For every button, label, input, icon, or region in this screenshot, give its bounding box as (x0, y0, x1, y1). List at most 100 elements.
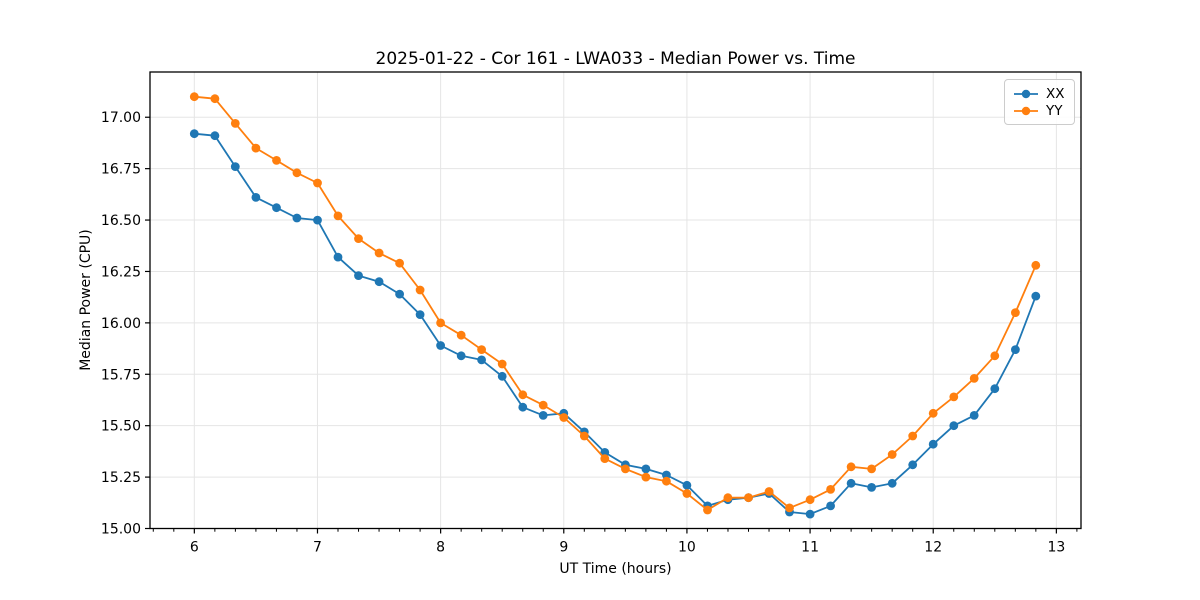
y-tick-label: 16.00 (101, 316, 141, 332)
series-yy-point (785, 503, 794, 513)
series-xx-point (251, 193, 261, 202)
series-xx-point (846, 478, 856, 488)
legend-item-xx: XX (1013, 85, 1065, 102)
series-xx-point (928, 439, 938, 449)
series-xx-point (867, 483, 876, 492)
series-yy-point (374, 248, 384, 258)
series-yy-point (456, 330, 466, 340)
series-yy-point (949, 392, 959, 402)
x-axis-label: UT Time (hours) (559, 561, 672, 577)
x-tick-label: 9 (559, 540, 568, 556)
series-xx-point (908, 460, 918, 470)
legend: XX YY (1004, 79, 1075, 125)
series-xx-point (354, 271, 363, 280)
y-tick-label: 15.00 (101, 522, 141, 538)
legend-line-sample (1014, 106, 1038, 115)
series-yy-point (703, 505, 712, 515)
series-yy-point (662, 476, 671, 486)
x-tick-label: 12 (924, 540, 942, 556)
y-tick-label: 15.25 (101, 470, 141, 486)
series-yy-point (272, 156, 281, 165)
series-xx-point (456, 351, 466, 361)
series-yy-point (928, 408, 938, 418)
series-yy-point (354, 234, 363, 244)
series-xx-point (210, 131, 220, 141)
series-yy-point (867, 464, 876, 474)
series-xx-point (990, 384, 1000, 394)
series-yy-point (764, 487, 774, 496)
series-xx-point (395, 289, 404, 299)
series-yy-point (641, 472, 651, 482)
series-yy-point (1011, 308, 1020, 317)
series-xx-point (600, 448, 610, 457)
series-yy-point (210, 94, 220, 104)
series-xx-point (949, 421, 959, 431)
series-xx-point (1031, 291, 1041, 301)
series-yy-point (621, 464, 630, 474)
series-xx-point (189, 129, 199, 139)
series-xx-line (193, 132, 1037, 515)
series-yy-point (887, 450, 897, 459)
series-xx-point (292, 213, 302, 223)
series-xx-point (1011, 345, 1020, 354)
series-yy-point (990, 351, 1000, 361)
y-tick-label: 15.75 (101, 367, 141, 383)
series-yy-point (846, 462, 856, 472)
series-yy-point (395, 258, 404, 268)
series-yy-point (313, 178, 322, 188)
series-xx-point (518, 402, 528, 412)
series-xx-point (826, 501, 835, 511)
x-tick-label: 10 (678, 540, 696, 556)
series-yy-point (908, 431, 918, 441)
series-xx-point (477, 355, 486, 365)
series-xx-point (969, 411, 979, 420)
series-yy-point (477, 345, 486, 354)
y-tick-label: 17.00 (101, 110, 141, 126)
series-xx-point (272, 203, 281, 213)
series-yy-point (805, 495, 815, 505)
series-xx-point (436, 341, 445, 350)
series-yy-point (744, 493, 753, 503)
series-xx-point (805, 509, 815, 519)
series-xx-point (230, 162, 240, 172)
axes-spines (149, 71, 1082, 530)
legend-line-sample (1014, 89, 1038, 98)
series-yy-point (333, 211, 343, 221)
series-yy-point (723, 493, 733, 503)
legend-item-yy: YY (1013, 102, 1065, 119)
series-xx-point (641, 464, 651, 474)
series-yy-point (826, 485, 835, 494)
y-axis-label: Median Power (CPU) (78, 229, 94, 371)
series-yy-point (559, 413, 569, 422)
series-yy-point (251, 143, 261, 153)
y-tick-label: 15.50 (101, 419, 141, 435)
series-xx-point (887, 478, 897, 488)
series-xx-point (538, 411, 548, 420)
series-yy-point (189, 92, 199, 102)
series-yy-point (1031, 260, 1041, 270)
y-tick-label: 16.50 (101, 213, 141, 229)
series-xx-point (333, 252, 343, 262)
legend-label: YY (1046, 102, 1063, 119)
chart-title: 2025-01-22 - Cor 161 - LWA033 - Median P… (375, 49, 856, 69)
series-yy-point (518, 390, 528, 400)
series-yy-line (193, 95, 1037, 511)
series-yy-point (579, 431, 589, 441)
y-tick-label: 16.75 (101, 162, 141, 178)
series-yy-point (969, 374, 979, 383)
series-yy-point (682, 489, 692, 498)
series-xx-point (415, 310, 425, 319)
x-tick-label: 11 (801, 540, 819, 556)
series-yy-point (497, 359, 507, 369)
series-yy-point (415, 285, 425, 295)
series-yy-point (292, 168, 302, 178)
x-tick-label: 6 (190, 540, 199, 556)
series-yy-point (538, 400, 548, 410)
x-tick-label: 8 (436, 540, 445, 556)
series-xx-point (682, 480, 692, 490)
series-xx-point (662, 470, 671, 480)
y-tick-label: 16.25 (101, 264, 141, 280)
series-xx-point (313, 215, 322, 225)
